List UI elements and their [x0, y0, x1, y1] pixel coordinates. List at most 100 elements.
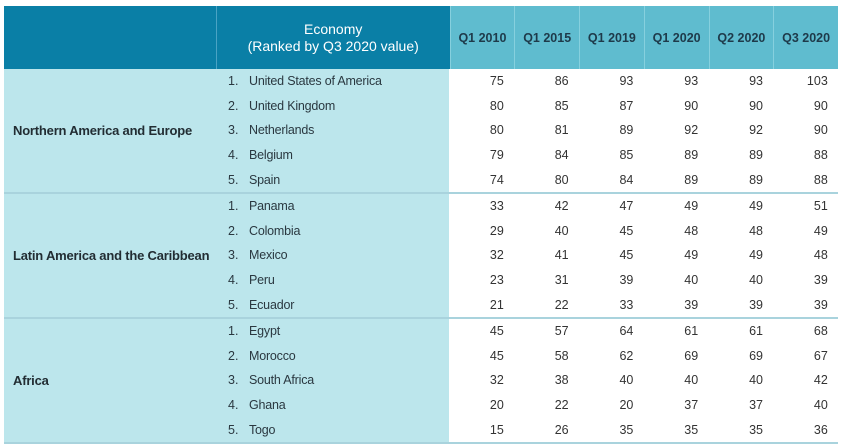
header-period: Q3 2020: [773, 6, 838, 69]
rank-cell: 4.: [216, 267, 249, 293]
value-cell: 35: [643, 417, 709, 442]
value-cell: 47: [578, 193, 644, 219]
value-cell: 32: [449, 243, 514, 268]
economy-name-cell: Netherlands: [249, 118, 449, 143]
economy-name-cell: Peru: [249, 267, 449, 293]
table-row: 5. Togo 15 26 35 35 35 36: [216, 417, 838, 442]
value-cell: 37: [643, 392, 709, 418]
economy-name-cell: Togo: [249, 417, 449, 442]
rank-cell: 1.: [216, 69, 249, 94]
value-cell: 40: [578, 368, 644, 393]
value-cell: 49: [708, 193, 773, 219]
value-cell: 74: [449, 167, 514, 192]
value-cell: 29: [449, 218, 514, 244]
value-cell: 35: [708, 417, 773, 442]
value-cell: 86: [513, 69, 579, 94]
header-economy-title: Economy: [304, 20, 363, 37]
table-header: Economy (Ranked by Q3 2020 value) Q1 201…: [4, 6, 838, 69]
rank-cell: 2.: [216, 93, 249, 119]
economy-name-cell: Egypt: [249, 318, 449, 344]
value-cell: 93: [643, 69, 709, 94]
value-cell: 23: [449, 267, 514, 293]
value-cell: 89: [643, 142, 709, 168]
economy-name-cell: South Africa: [249, 368, 449, 393]
value-cell: 40: [643, 267, 709, 293]
value-cell: 35: [578, 417, 644, 442]
value-cell: 90: [643, 93, 709, 119]
value-cell: 80: [449, 118, 514, 143]
economy-name-cell: Morocco: [249, 343, 449, 369]
value-cell: 40: [643, 368, 709, 393]
value-cell: 37: [708, 392, 773, 418]
table-body: Northern America and Europe 1. United Stat…: [4, 69, 838, 444]
table-row: 4. Peru 23 31 39 40 40 39: [216, 267, 838, 293]
economy-ranking-table: Economy (Ranked by Q3 2020 value) Q1 201…: [4, 6, 838, 444]
value-cell: 40: [708, 368, 773, 393]
value-cell: 39: [578, 267, 644, 293]
economy-name-cell: Spain: [249, 167, 449, 192]
value-cell: 36: [772, 417, 838, 442]
value-cell: 33: [449, 193, 514, 219]
value-cell: 89: [643, 167, 709, 192]
table-row: 3. Netherlands 80 81 89 92 92 90: [216, 118, 838, 143]
value-cell: 75: [449, 69, 514, 94]
value-cell: 40: [772, 392, 838, 418]
value-cell: 20: [449, 392, 514, 418]
value-cell: 57: [513, 318, 579, 344]
value-cell: 93: [578, 69, 644, 94]
value-cell: 89: [578, 118, 644, 143]
value-cell: 93: [708, 69, 773, 94]
value-cell: 40: [513, 218, 579, 244]
rank-cell: 1.: [216, 193, 249, 219]
value-cell: 45: [578, 218, 644, 244]
table-row: 4. Ghana 20 22 20 37 37 40: [216, 392, 838, 418]
rank-cell: 5.: [216, 167, 249, 192]
value-cell: 103: [772, 69, 838, 94]
rank-cell: 4.: [216, 142, 249, 168]
region-group: Latin America and the Caribbean 1. Panama 3…: [4, 193, 838, 319]
value-cell: 20: [578, 392, 644, 418]
rank-cell: 5.: [216, 292, 249, 317]
value-cell: 48: [643, 218, 709, 244]
value-cell: 84: [578, 167, 644, 192]
value-cell: 39: [772, 292, 838, 317]
value-cell: 89: [708, 142, 773, 168]
value-cell: 80: [449, 93, 514, 119]
value-cell: 69: [643, 343, 709, 369]
rank-cell: 3.: [216, 368, 249, 393]
region-label: Africa: [4, 318, 216, 442]
value-cell: 80: [513, 167, 579, 192]
value-cell: 48: [772, 243, 838, 268]
value-cell: 88: [772, 142, 838, 168]
value-cell: 49: [708, 243, 773, 268]
table-row: 2. Colombia 29 40 45 48 48 49: [216, 218, 838, 244]
value-cell: 49: [643, 193, 709, 219]
rank-cell: 4.: [216, 392, 249, 418]
value-cell: 42: [772, 368, 838, 393]
rank-cell: 2.: [216, 218, 249, 244]
economy-name-cell: United Kingdom: [249, 93, 449, 119]
value-cell: 90: [708, 93, 773, 119]
table-row: 3. Mexico 32 41 45 49 49 48: [216, 243, 838, 268]
table-row: 2. Morocco 45 58 62 69 69 67: [216, 343, 838, 369]
rank-cell: 1.: [216, 318, 249, 344]
value-cell: 45: [578, 243, 644, 268]
value-cell: 45: [449, 343, 514, 369]
table-row: 4. Belgium 79 84 85 89 89 88: [216, 142, 838, 168]
economy-name-cell: Ghana: [249, 392, 449, 418]
table-row: 5. Ecuador 21 22 33 39 39 39: [216, 292, 838, 317]
economy-name-cell: United States of America: [249, 69, 449, 94]
value-cell: 32: [449, 368, 514, 393]
value-cell: 22: [513, 392, 579, 418]
table-row: 5. Spain 74 80 84 89 89 88: [216, 167, 838, 192]
header-period: Q1 2019: [579, 6, 644, 69]
value-cell: 48: [708, 218, 773, 244]
region-rows: 1. Egypt 45 57 64 61 61 68 2. Morocco 45 58 62 69 69 67…: [216, 318, 838, 442]
value-cell: 85: [578, 142, 644, 168]
value-cell: 85: [513, 93, 579, 119]
value-cell: 49: [643, 243, 709, 268]
value-cell: 64: [578, 318, 644, 344]
table-row: 3. South Africa 32 38 40 40 40 42: [216, 368, 838, 393]
value-cell: 89: [708, 167, 773, 192]
value-cell: 51: [772, 193, 838, 219]
